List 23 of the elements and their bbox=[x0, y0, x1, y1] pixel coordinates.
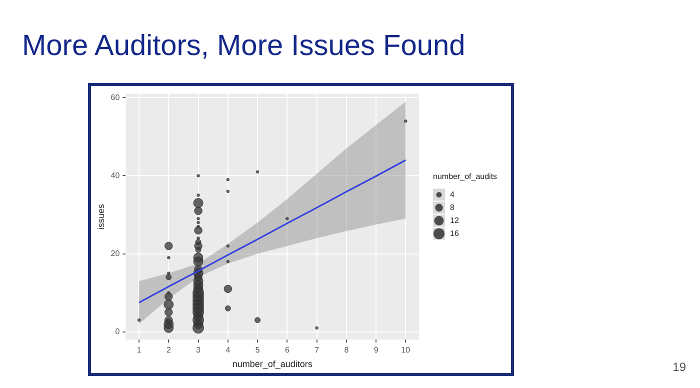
x-tick-label: 9 bbox=[374, 346, 379, 355]
x-tick-label: 8 bbox=[344, 346, 350, 355]
y-axis-title: issues bbox=[96, 203, 106, 230]
x-tick-label: 7 bbox=[314, 346, 320, 355]
x-tick-label: 6 bbox=[284, 346, 290, 355]
x-tick-label: 2 bbox=[166, 346, 172, 355]
y-tick-label: 40 bbox=[110, 170, 120, 180]
x-axis-title: number_of_auditors bbox=[232, 359, 313, 370]
y-tick-label: 60 bbox=[110, 92, 120, 102]
legend-label: 16 bbox=[450, 228, 460, 238]
x-tick-label: 1 bbox=[136, 346, 142, 355]
y-tick-label: 20 bbox=[110, 248, 120, 258]
legend-label: 8 bbox=[450, 202, 455, 212]
y-tick-label: 0 bbox=[115, 327, 120, 336]
x-tick-label: 3 bbox=[196, 346, 202, 355]
x-tick-label: 5 bbox=[255, 346, 260, 355]
x-tick-label: 10 bbox=[401, 346, 411, 355]
legend-label: 12 bbox=[450, 216, 460, 225]
text: 19 bbox=[672, 360, 686, 374]
x-tick-label: 4 bbox=[226, 346, 231, 355]
chart-title: More Auditors, More Issues Found bbox=[22, 30, 466, 63]
legend-label: 4 bbox=[450, 190, 455, 199]
legend-title: number_of_audits bbox=[433, 172, 498, 181]
